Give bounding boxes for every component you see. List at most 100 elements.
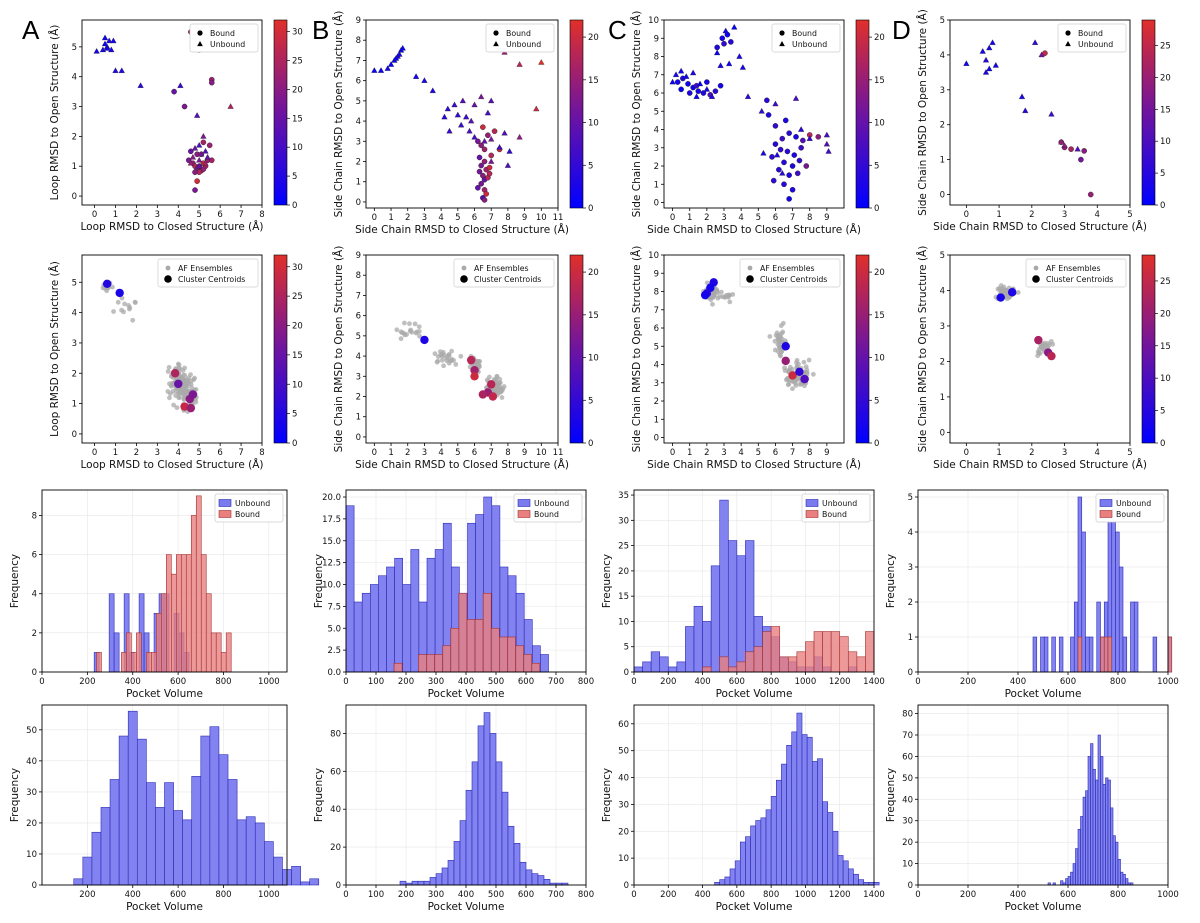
unbound-bar: [858, 879, 865, 886]
unbound-point: [1031, 39, 1039, 45]
bound-bar: [822, 631, 832, 673]
ensemble-point: [767, 334, 773, 339]
ensemble-point: [398, 336, 404, 342]
y-tick-label: 40: [330, 805, 341, 815]
bound-bar: [458, 592, 468, 673]
y-tick-label: 3: [654, 144, 659, 154]
bound-point: [491, 128, 498, 134]
ensemble-point: [494, 373, 500, 379]
legend-marker-ensemble: [1033, 265, 1039, 271]
colorbar: [1141, 19, 1156, 206]
x-tick-label: 5: [756, 213, 761, 223]
colorbar-tick-label: 0: [1160, 201, 1165, 211]
y-tick-label: 40: [902, 795, 913, 805]
unbound-bar: [483, 712, 491, 886]
unbound-bar: [1043, 636, 1049, 673]
bound-point: [784, 148, 791, 155]
unbound-bar: [1085, 790, 1089, 886]
y-tick-label: 3: [72, 339, 77, 349]
y-tick-label: 5: [908, 493, 913, 503]
x-tick-label: 200: [660, 890, 676, 900]
unbound-bar: [108, 593, 115, 673]
unbound-bar: [127, 710, 138, 886]
y-tick-label: 2: [940, 121, 945, 131]
unbound-bar: [113, 632, 120, 673]
bound-point: [789, 186, 796, 193]
plot-frame: [633, 704, 875, 886]
bound-bar: [131, 652, 137, 673]
unbound-point: [722, 27, 729, 34]
bound-bar: [126, 632, 132, 673]
x-tick-label: 200: [79, 677, 95, 687]
y-tick-label: 10: [26, 850, 37, 860]
ensemble-point: [402, 320, 407, 326]
unbound-bar: [633, 666, 643, 673]
y-tick-label: 1: [654, 180, 659, 190]
ensemble-point: [165, 369, 171, 374]
x-tick-label: 2: [704, 213, 709, 223]
unbound-bar: [1060, 880, 1064, 886]
y-tick-label: 5.0: [327, 624, 341, 634]
colorbar-tick-label: 15: [1160, 342, 1171, 352]
x-tick-label: 400: [458, 677, 474, 687]
unbound-point: [204, 153, 211, 160]
unbound-bar: [873, 882, 880, 886]
bound-point: [770, 177, 777, 184]
legend-label: Unbound: [792, 40, 827, 49]
y-tick-label: 20: [618, 827, 629, 837]
unbound-point: [760, 149, 767, 156]
unbound-point: [468, 117, 475, 124]
legend-label: Bound: [1116, 510, 1141, 519]
y-tick-label: 0.0: [327, 668, 341, 678]
x-tick-label: 3: [721, 448, 726, 458]
colorbar-tick-label: 20: [588, 268, 599, 278]
legend-label: Bound: [534, 510, 559, 519]
unbound-point: [187, 159, 194, 166]
bound-bar: [210, 632, 217, 673]
unbound-bar: [361, 592, 371, 673]
unbound-bar: [1072, 863, 1076, 886]
y-axis-label: Side Chain RMSD to Open Structure (Å): [630, 246, 643, 453]
unbound-point: [104, 45, 111, 51]
unbound-bar: [755, 820, 762, 886]
ensemble-point: [778, 323, 784, 329]
legend: [1057, 23, 1127, 53]
y-tick-label: 1: [356, 178, 361, 188]
colorbar-tick-label: 15: [874, 311, 885, 321]
bound-point: [786, 130, 792, 136]
ensemble-point: [132, 300, 138, 305]
bound-point: [1078, 156, 1084, 163]
bound-point: [772, 123, 779, 129]
y-tick-label: 10: [648, 251, 659, 261]
ensemble-point: [188, 378, 194, 384]
legend-swatch: [1099, 510, 1113, 518]
ensemble-point: [496, 380, 502, 386]
unbound-bar: [827, 812, 834, 886]
x-tick-label: 600: [1060, 677, 1076, 687]
x-tick-label: 6: [773, 448, 778, 458]
unbound-point: [690, 69, 697, 76]
unbound-bar: [1100, 756, 1104, 886]
unbound-point: [466, 127, 473, 134]
y-tick-label: 4: [940, 51, 945, 61]
ensemble-point: [174, 405, 180, 411]
cluster-centroid: [788, 371, 797, 380]
x-tick-label: 5: [455, 448, 460, 458]
colorbar-tick-label: 25: [292, 292, 303, 302]
y-axis-label: Frequency: [313, 768, 325, 822]
y-tick-label: 0: [32, 668, 37, 678]
unbound-point: [191, 144, 199, 151]
y-axis-label: Frequency: [9, 768, 21, 822]
ensemble-point: [1015, 290, 1021, 295]
bound-point: [772, 141, 779, 147]
y-tick-label: 50: [618, 747, 629, 757]
plot-frame: [917, 704, 1169, 886]
unbound-bar: [513, 843, 521, 886]
unbound-bar: [801, 734, 808, 886]
cluster-centroid: [781, 342, 790, 351]
unbound-bar: [781, 763, 787, 886]
colorbar-tick-label: 0: [1160, 439, 1165, 449]
y-tick-label: 2: [356, 393, 361, 403]
unbound-bar: [676, 661, 686, 673]
unbound-bar: [118, 735, 129, 886]
